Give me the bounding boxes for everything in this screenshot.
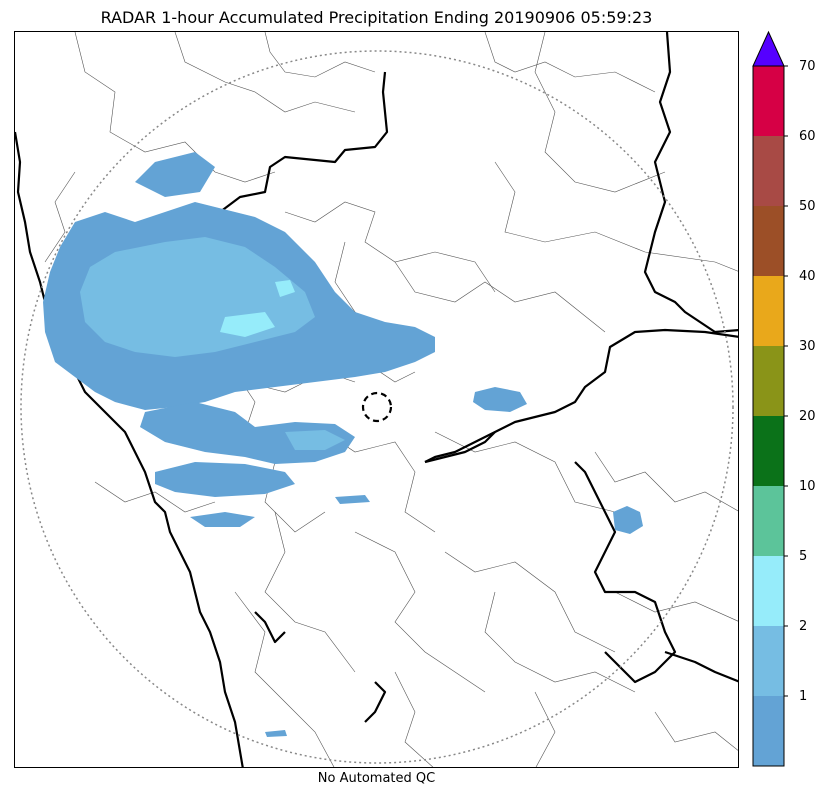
colorbar-tick-label: 60: [799, 129, 816, 144]
colorbar-bin: [753, 66, 784, 136]
colorbar-bin: [753, 346, 784, 416]
colorbar-bin: [753, 696, 784, 766]
map-canvas: [15, 32, 738, 767]
qc-status-label: No Automated QC: [317, 771, 436, 786]
colorbar-bin: [753, 626, 784, 696]
colorbar-bin: [753, 556, 784, 626]
colorbar: [752, 30, 790, 768]
colorbar-tick-label: 50: [799, 199, 816, 214]
colorbar-tick-label: 30: [799, 339, 816, 354]
colorbar-tick-label: 5: [799, 549, 808, 564]
colorbar-tick-label: 70: [799, 59, 816, 74]
coastline: [15, 131, 244, 767]
colorbar-tick-label: 2: [799, 619, 808, 634]
colorbar-bin: [753, 136, 784, 206]
district-borders: [44, 32, 738, 767]
colorbar-tick-label: 1: [799, 689, 808, 704]
colorbar-tick-label: 40: [799, 269, 816, 284]
radar-site-marker: [361, 391, 393, 423]
chart-title: RADAR 1-hour Accumulated Precipitation E…: [100, 8, 653, 27]
colorbar-bin: [753, 416, 784, 486]
colorbar-graphic: [752, 30, 788, 767]
precipitation-field: [43, 152, 643, 737]
colorbar-bin: [753, 486, 784, 556]
colorbar-bin: [753, 276, 784, 346]
colorbar-extend-arrow: [752, 30, 785, 67]
colorbar-tick-label: 20: [799, 409, 816, 424]
colorbar-tick-label: 10: [799, 479, 816, 494]
colorbar-bin: [753, 206, 784, 276]
radar-range-ring: [20, 50, 734, 764]
radar-map[interactable]: [14, 31, 739, 768]
